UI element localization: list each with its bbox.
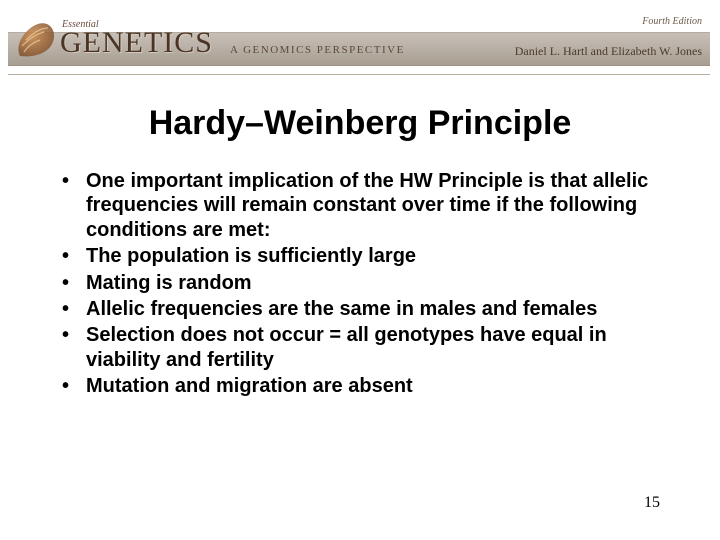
list-item: Allelic frequencies are the same in male… xyxy=(62,297,672,321)
dna-logo-icon xyxy=(8,6,64,62)
list-item: Mutation and migration are absent xyxy=(62,374,672,398)
list-item: One important implication of the HW Prin… xyxy=(62,169,672,242)
header-bar-container: Essential GENETICS A GENOMICS PERSPECTIV… xyxy=(0,0,720,74)
header-divider xyxy=(8,74,710,75)
header-edition: Fourth Edition xyxy=(642,16,702,27)
list-item: Selection does not occur = all genotypes… xyxy=(62,323,672,372)
list-item: The population is sufficiently large xyxy=(62,244,672,268)
brand-main-label: GENETICS xyxy=(60,26,213,60)
slide-title: Hardy–Weinberg Principle xyxy=(48,104,672,143)
page-number: 15 xyxy=(644,494,660,512)
header-subtitle: A GENOMICS PERSPECTIVE xyxy=(230,44,405,56)
header-authors: Daniel L. Hartl and Elizabeth W. Jones xyxy=(515,44,702,59)
slide-content: Hardy–Weinberg Principle One important i… xyxy=(0,74,720,399)
bullet-list: One important implication of the HW Prin… xyxy=(48,169,672,399)
brand-text-block: Essential GENETICS xyxy=(60,19,213,62)
brand-block: Essential GENETICS xyxy=(8,6,213,62)
list-item: Mating is random xyxy=(62,271,672,295)
